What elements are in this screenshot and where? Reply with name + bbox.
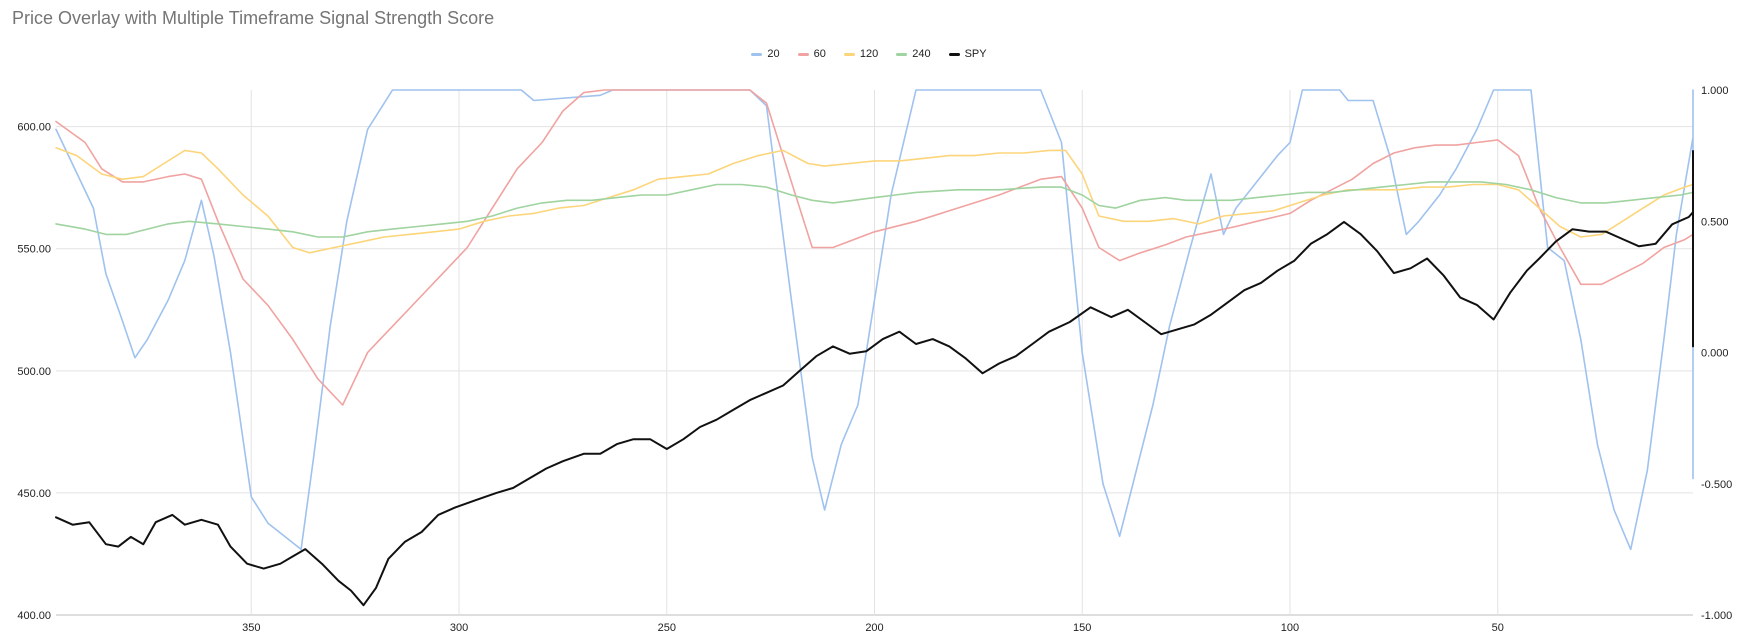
series-line-20 [55,89,1694,551]
series-layer [55,89,1694,607]
chart-title: Price Overlay with Multiple Timeframe Si… [12,8,495,28]
y-right-tick-label: -0.500 [1701,479,1732,491]
legend-swatch-20 [751,52,763,56]
x-tick-label: 350 [242,622,260,634]
y-left-tick-label: 400.00 [17,610,51,622]
series-line-240 [55,181,1694,238]
y-left-tick-label: 600.00 [17,122,51,134]
legend-item-240[interactable]: 240 [896,48,931,60]
y-right-tick-label: -1.000 [1701,610,1732,622]
chart-legend: 20 60 120 240 SPY [0,48,1738,60]
legend-item-20[interactable]: 20 [751,48,780,60]
x-tick-label: 50 [1492,622,1504,634]
tick-layer: 400.00 450.00 500.00 550.00 600.00 -1.000 -0.5… [17,85,1732,634]
x-tick-label: 200 [865,622,883,634]
grid [56,90,1693,616]
y-right-tick-label: 0.000 [1701,348,1729,360]
legend-swatch-240 [896,52,908,56]
legend-item-120[interactable]: 120 [843,48,879,60]
x-tick-label: 150 [1073,622,1091,634]
series-line-spy [55,150,1694,607]
legend-label-240: 240 [912,48,931,60]
legend-label-20: 20 [767,48,780,60]
x-tick-label: 100 [1281,622,1299,634]
legend-item-spy[interactable]: SPY [948,48,987,60]
legend-swatch-120 [843,52,855,56]
y-right-tick-label: 0.500 [1701,216,1729,228]
legend-label-60: 60 [813,48,826,60]
legend-swatch-60 [797,52,809,56]
series-line-60 [55,89,1694,406]
legend-label-spy: SPY [964,48,987,60]
y-left-tick-label: 450.00 [17,488,51,500]
y-left-tick-label: 550.00 [17,244,51,256]
legend-label-120: 120 [859,48,879,60]
series-line-120 [55,147,1694,254]
legend-item-60[interactable]: 60 [797,48,826,60]
x-tick-label: 250 [658,622,676,634]
y-left-tick-label: 500.00 [17,366,51,378]
x-tick-label: 300 [450,622,468,634]
legend-swatch-spy [948,52,960,56]
y-right-tick-label: 1.000 [1701,85,1729,97]
